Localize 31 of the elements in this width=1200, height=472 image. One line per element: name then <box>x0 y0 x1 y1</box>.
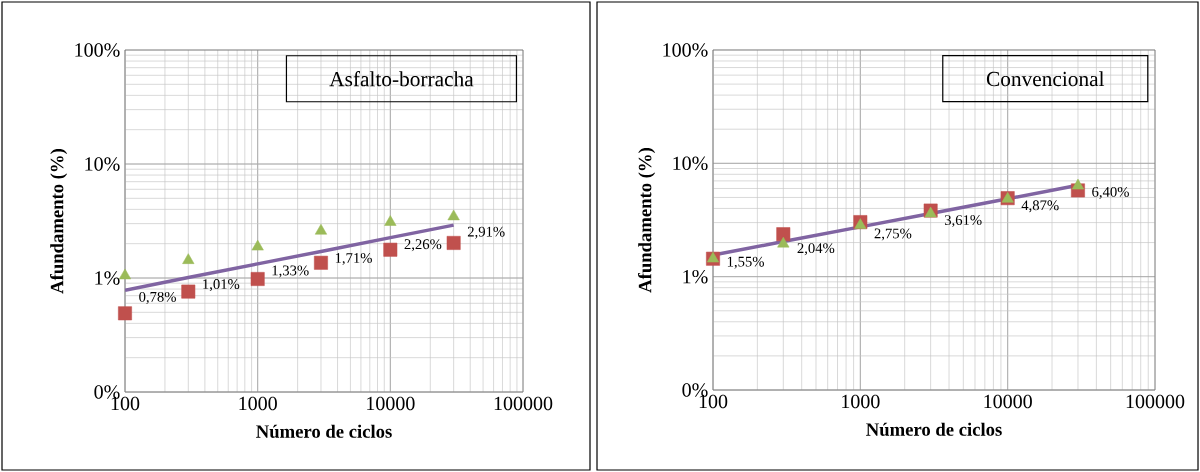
y-tick-label: 10% <box>85 157 120 171</box>
data-label: 4,87% <box>1021 200 1059 213</box>
data-label: 1,33% <box>272 265 309 278</box>
x-tick-label: 100000 <box>494 396 553 411</box>
data-label: 1,71% <box>335 253 372 266</box>
text: Convencional <box>986 71 1105 87</box>
data-label: 0,78% <box>139 291 176 304</box>
y-tick-label: 10% <box>673 156 708 171</box>
data-label: 6,40% <box>1092 186 1129 199</box>
text: Asfalto-borracha <box>329 71 474 87</box>
point <box>1071 178 1085 190</box>
data-label: 2,26% <box>404 239 442 252</box>
x-axis-title: Número de ciclos <box>256 424 392 438</box>
x-tick-label: 10000 <box>367 396 415 411</box>
data-label: 1,01% <box>203 279 240 292</box>
y-tick-label: 100% <box>75 43 120 57</box>
y-tick-label: 100% <box>663 43 708 57</box>
data-label: 1,55% <box>727 256 764 269</box>
x-axis-title: Número de ciclos <box>866 422 1002 436</box>
x-tick-label: 10000 <box>984 394 1032 409</box>
y-axis-title: Afundamento (%) <box>638 148 656 293</box>
data-label: 2,91% <box>467 226 505 239</box>
data-label: 2,75% <box>874 228 912 241</box>
y-tick-label: 1% <box>95 271 120 285</box>
y-axis-title: Afundamento (%) <box>50 149 68 294</box>
data-label: 3,61% <box>944 215 982 228</box>
x-tick-label: 1000 <box>842 394 880 409</box>
x-tick-label: 1000 <box>239 396 277 411</box>
x-tick-label: 100000 <box>1126 394 1185 409</box>
y-tick-label: 1% <box>683 269 708 284</box>
data-label: 2,04% <box>797 243 835 256</box>
